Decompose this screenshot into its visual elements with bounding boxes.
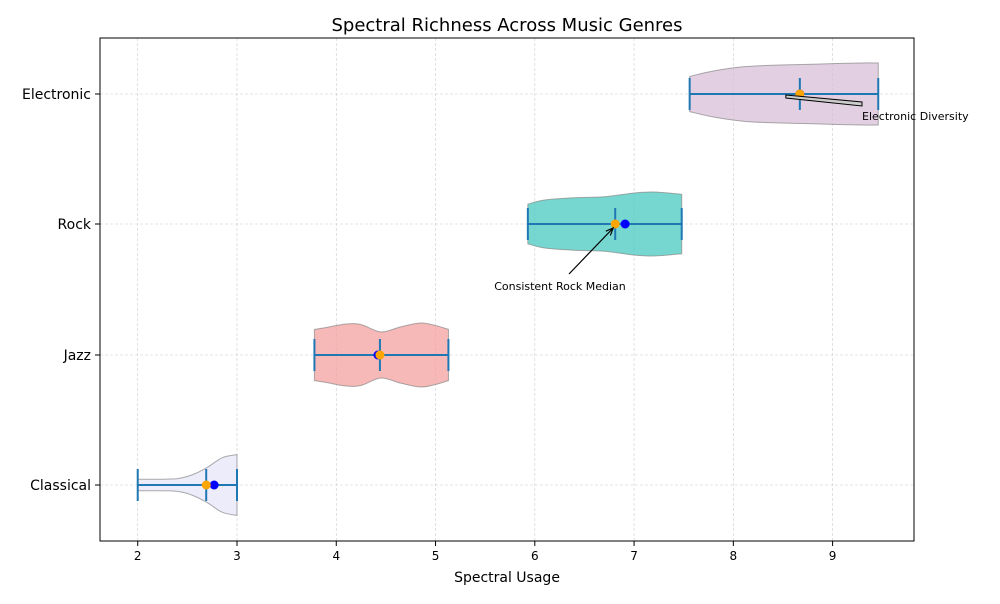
x-tick-label: 3 bbox=[233, 549, 241, 563]
annotations: Electronic Diversity Consistent Rock Medi… bbox=[494, 94, 969, 293]
markers bbox=[136, 78, 880, 501]
x-tick-label: 6 bbox=[531, 549, 539, 563]
y-tick-label-rock: Rock bbox=[58, 217, 92, 233]
mean-marker-classical bbox=[209, 480, 219, 490]
chart-title: Spectral Richness Across Music Genres bbox=[331, 15, 682, 36]
annotation-consistent-rock-median: Consistent Rock Median bbox=[494, 280, 626, 293]
x-tick-label: 7 bbox=[630, 549, 638, 563]
mean-marker-rock bbox=[620, 219, 630, 229]
median-marker-jazz bbox=[375, 350, 385, 360]
y-axis-ticks: Classical Jazz Rock Electronic bbox=[22, 87, 100, 494]
y-tick-label-electronic: Electronic bbox=[22, 87, 91, 103]
annotation-arrowhead-rock bbox=[605, 226, 615, 236]
median-marker-rock bbox=[610, 219, 620, 229]
x-tick-label: 9 bbox=[829, 549, 837, 563]
median-marker-classical bbox=[201, 480, 211, 490]
x-tick-label: 2 bbox=[134, 549, 142, 563]
y-tick-label-jazz: Jazz bbox=[63, 348, 91, 364]
x-tick-label: 5 bbox=[432, 549, 440, 563]
grid-lines bbox=[100, 38, 914, 541]
annotation-electronic-diversity: Electronic Diversity bbox=[862, 110, 969, 123]
x-axis-ticks: 2 3 4 5 6 7 8 9 bbox=[134, 541, 837, 563]
annotation-arrow-rock bbox=[568, 227, 614, 275]
x-axis-label: Spectral Usage bbox=[454, 570, 560, 586]
x-tick-label: 8 bbox=[730, 549, 738, 563]
y-tick-label-classical: Classical bbox=[30, 478, 91, 494]
x-tick-label: 4 bbox=[332, 549, 340, 563]
plot-frame bbox=[99, 37, 915, 542]
annotation-arrow-electronic bbox=[785, 94, 863, 107]
